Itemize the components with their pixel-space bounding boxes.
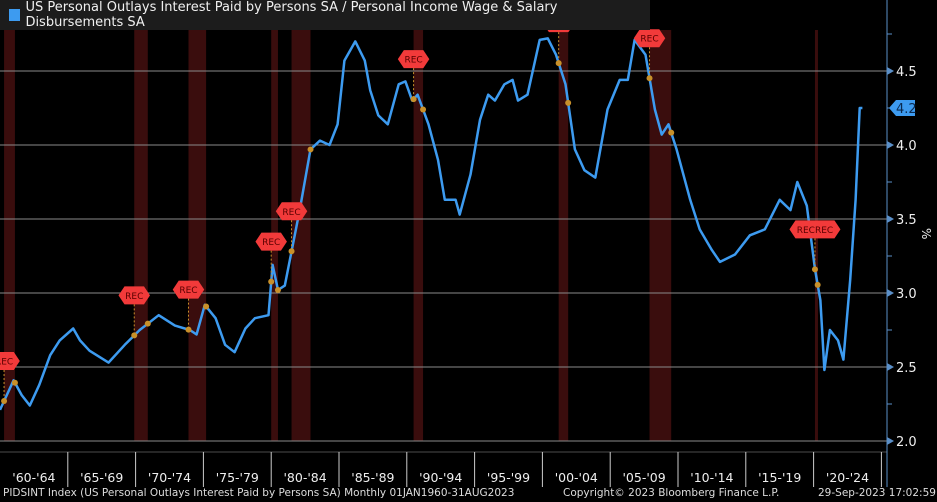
rec-marker-dot bbox=[811, 266, 818, 273]
rec-marker-dot bbox=[131, 332, 138, 339]
rec-marker: REC bbox=[275, 146, 314, 255]
legend-label: US Personal Outlays Interest Paid by Per… bbox=[25, 0, 558, 30]
rec-label-hexagon bbox=[397, 50, 430, 69]
rec-label: REC bbox=[404, 56, 422, 66]
recession-band bbox=[4, 30, 15, 441]
recession-band bbox=[413, 30, 424, 441]
xtick-label: '80-'84 bbox=[283, 470, 326, 485]
footer-copyright: Copyright© 2023 Bloomberg Finance L.P. bbox=[563, 487, 780, 499]
rec-marker: REC bbox=[397, 50, 430, 113]
xtick-label: '15-'19 bbox=[758, 470, 801, 485]
rec-marker-dot bbox=[420, 106, 427, 113]
xtick-label: '85-'89 bbox=[351, 470, 394, 485]
rec-marker-dot bbox=[565, 99, 572, 106]
last-value-tag bbox=[889, 100, 915, 116]
ytick-label: 4.0 bbox=[896, 139, 917, 154]
rec-marker-dot bbox=[1, 398, 8, 405]
rec-label: RECREC bbox=[797, 226, 833, 236]
rec-label-hexagon bbox=[789, 220, 841, 239]
xtick-label: '20-'24 bbox=[826, 470, 869, 485]
rec-marker-dot bbox=[144, 320, 151, 327]
rec-marker: REC bbox=[118, 286, 151, 339]
xtick-label: '10-'14 bbox=[690, 470, 733, 485]
ytick-label: 3.0 bbox=[896, 287, 917, 302]
xtick-label: '75-'79 bbox=[216, 470, 259, 485]
rec-marker-dot bbox=[268, 278, 275, 285]
rec-label-hexagon bbox=[172, 280, 205, 299]
xtick-label: '90-'94 bbox=[419, 470, 462, 485]
xtick-label: '00-'04 bbox=[555, 470, 598, 485]
chart-svg: 2.0 2.5 3.0 3.5 4.0 4.5% '60-'64 '65-'69 '70-'74… bbox=[0, 0, 933, 487]
footer-source: PIDSINT Index (US Personal Outlays Inter… bbox=[3, 487, 515, 499]
rec-marker-dot bbox=[410, 96, 417, 103]
ytick-label: 3.5 bbox=[896, 213, 917, 228]
rec-marker-dot bbox=[555, 60, 562, 67]
xtick-label: '05-'09 bbox=[622, 470, 665, 485]
legend-swatch bbox=[9, 9, 21, 21]
rec-marker: REC bbox=[0, 352, 20, 405]
ytick-arrow bbox=[887, 215, 894, 223]
rec-label: REC bbox=[640, 35, 658, 45]
rec-label: REC bbox=[179, 286, 197, 296]
ytick-arrow bbox=[887, 67, 894, 75]
rec-marker-dot bbox=[814, 281, 821, 288]
xtick-label: '95-'99 bbox=[487, 470, 530, 485]
recession-band bbox=[188, 30, 207, 441]
ytick-arrow bbox=[887, 437, 894, 445]
recession-band bbox=[291, 30, 311, 441]
rec-label-hexagon bbox=[118, 286, 150, 305]
ytick-arrow bbox=[887, 141, 894, 149]
footer: PIDSINT Index (US Personal Outlays Inter… bbox=[0, 487, 937, 502]
rec-marker-dot bbox=[668, 129, 675, 136]
ytick-label: 2.0 bbox=[896, 435, 917, 450]
y-axis-label: % bbox=[919, 228, 933, 239]
rec-label: REC bbox=[125, 292, 143, 302]
rec-marker: REC bbox=[633, 29, 675, 136]
rec-marker: REC bbox=[172, 280, 210, 333]
rec-marker: REC bbox=[255, 232, 287, 294]
rec-label-hexagon bbox=[275, 202, 308, 221]
rec-label: REC bbox=[282, 208, 300, 218]
rec-label-hexagon bbox=[255, 232, 287, 251]
rec-marker-dot bbox=[646, 75, 653, 82]
rec-marker-dot bbox=[307, 146, 314, 153]
rec-label: REC bbox=[262, 238, 280, 248]
xtick-label: '70-'74 bbox=[148, 470, 191, 485]
xtick-label: '60-'64 bbox=[12, 470, 55, 485]
footer-timestamp: 29-Sep-2023 17:02:59 bbox=[818, 487, 936, 499]
rec-label-hexagon bbox=[633, 29, 666, 48]
rec-label-hexagon bbox=[0, 352, 20, 371]
series-line bbox=[0, 37, 863, 411]
recession-band bbox=[649, 30, 672, 441]
rec-marker-dot bbox=[11, 379, 18, 386]
last-value-label: 4.2 bbox=[896, 102, 917, 117]
xtick-label: '65-'69 bbox=[80, 470, 123, 485]
rec-label: REC bbox=[0, 358, 13, 368]
rec-marker-dot bbox=[185, 326, 192, 333]
rec-marker: RECREC bbox=[789, 220, 841, 288]
ytick-label: 2.5 bbox=[896, 361, 917, 376]
recession-band bbox=[134, 30, 148, 441]
ytick-arrow bbox=[887, 363, 894, 371]
rec-marker-dot bbox=[203, 303, 210, 310]
rec-marker-dot bbox=[288, 248, 295, 255]
ytick-label: 4.5 bbox=[896, 65, 917, 80]
ytick-arrow bbox=[887, 289, 894, 297]
rec-marker-dot bbox=[274, 287, 281, 294]
legend: US Personal Outlays Interest Paid by Per… bbox=[0, 0, 650, 30]
recession-band bbox=[558, 30, 569, 441]
